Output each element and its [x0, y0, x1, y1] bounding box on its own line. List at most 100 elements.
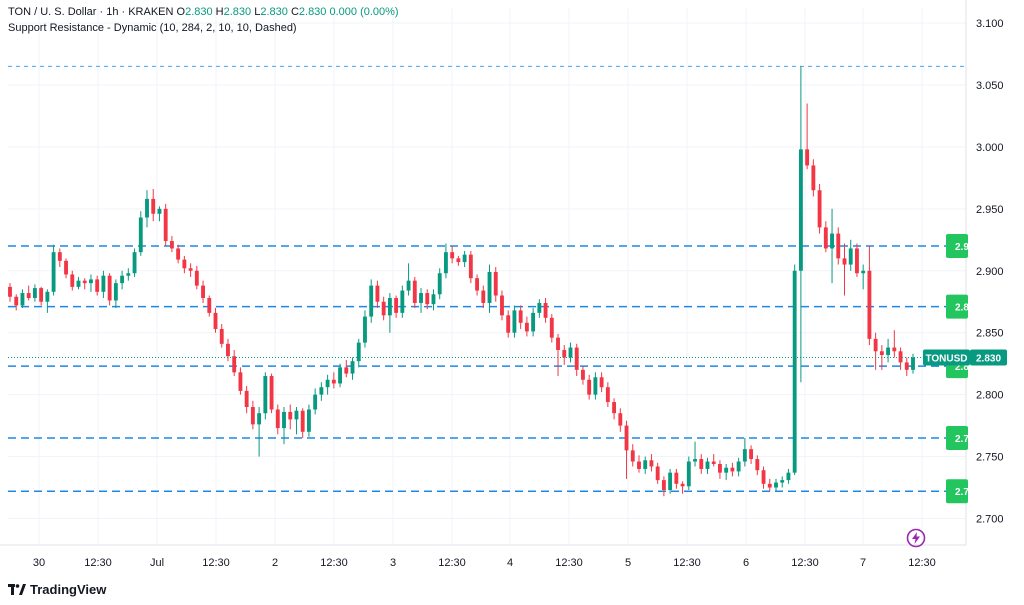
time-axis-tick-label: 12:30 [673, 557, 701, 569]
candle [873, 332, 878, 370]
candle [306, 404, 311, 437]
candle [549, 314, 554, 343]
candle [207, 295, 212, 317]
candle [487, 264, 492, 313]
candle [213, 307, 218, 333]
technical-indicator-icon[interactable] [906, 528, 926, 548]
candle [805, 103, 810, 170]
candle [107, 273, 112, 306]
candle [313, 388, 318, 415]
candle [587, 374, 592, 400]
candle [761, 466, 766, 489]
candle-body [450, 252, 455, 259]
candle-body [500, 295, 504, 316]
candle-body [319, 387, 324, 395]
candle [624, 420, 629, 479]
candle [132, 248, 137, 277]
candle-body [867, 270, 872, 339]
candle [76, 276, 81, 290]
candle-body [363, 316, 367, 343]
candle-body [39, 288, 44, 302]
time-axis-tick-label: 3 [390, 557, 396, 569]
candle-body [462, 254, 467, 263]
candle-body [369, 285, 374, 317]
candle [811, 159, 816, 197]
candle-body [767, 483, 772, 488]
candle [437, 268, 442, 300]
candle [661, 476, 666, 497]
level-badge-label: 2.7 [955, 487, 969, 498]
price-axis-tick-label: 3.000 [976, 142, 1004, 154]
candle-body [736, 461, 741, 472]
indicator-legend[interactable]: Support Resistance - Dynamic (10, 284, 2… [8, 22, 297, 34]
level-badge: 2.7 [946, 425, 969, 450]
candle-body [493, 271, 498, 296]
ohlc-close-value: 2.830 [298, 6, 327, 18]
candle [817, 184, 822, 234]
candle [126, 268, 131, 281]
candle [381, 296, 386, 321]
candle [325, 374, 330, 395]
candle-body [250, 407, 255, 425]
candle-body [412, 280, 417, 303]
candle [20, 289, 25, 308]
candle [724, 463, 729, 481]
candle-body [375, 285, 380, 302]
candle [842, 243, 847, 296]
candle [219, 324, 224, 348]
candle-body [188, 268, 193, 271]
last-price-badge: TONUSD 2.830 [923, 349, 1007, 366]
candle [792, 264, 797, 476]
candle [512, 305, 517, 338]
candle [493, 267, 498, 302]
candle [269, 373, 274, 414]
symbol-badge-bg [923, 349, 970, 366]
candle-body [282, 411, 286, 429]
time-axis: 30 12:30 Jul 12:30 2 12:30 3 12:30 4 12:30 5 12:30 6… [33, 557, 936, 569]
indicator-title[interactable]: Support Resistance - Dynamic (10, 284, 2… [8, 22, 297, 34]
resistance-levels [8, 65, 966, 492]
time-axis-tick-label: 12:30 [320, 557, 348, 569]
price-axis-tick-label: 3.100 [976, 18, 1004, 30]
candle [188, 263, 193, 277]
candle [64, 258, 68, 279]
candle-body [263, 376, 268, 414]
candle [892, 330, 897, 358]
candle-body [356, 342, 361, 362]
candle-body [64, 260, 68, 275]
candle-body [605, 387, 610, 403]
symbol-title[interactable]: TON / U. S. Dollar · 1h · KRAKEN [8, 6, 174, 18]
candle [356, 338, 361, 368]
candle-body [836, 233, 841, 259]
price-axis-tick-label: 2.850 [976, 328, 1004, 340]
candle [718, 460, 722, 479]
candle [8, 283, 12, 302]
candle-body [556, 337, 560, 351]
candle-body [911, 357, 915, 370]
candle [562, 345, 567, 365]
candle-body [705, 461, 710, 469]
candle [194, 265, 199, 290]
candle [911, 353, 915, 374]
candle [169, 236, 174, 253]
candle [612, 398, 617, 420]
candle-body [699, 459, 704, 469]
candle [387, 293, 392, 333]
candle [350, 357, 355, 380]
tradingview-brand[interactable]: TradingView [8, 582, 106, 597]
candle [263, 372, 268, 420]
candle-body [524, 322, 529, 332]
candle-body [381, 301, 386, 316]
candle [767, 478, 772, 492]
time-axis-tick-label: 4 [507, 557, 513, 569]
ohlc-open-label: O [176, 6, 186, 18]
candle-body [101, 275, 106, 292]
candle-body [437, 273, 442, 295]
level-badge-label: 2.8 [955, 362, 969, 373]
level-badge-label: 2.7 [955, 434, 969, 445]
candle-body [668, 472, 673, 491]
candle [655, 462, 660, 484]
candle-body [151, 198, 156, 214]
candle-body [294, 410, 299, 420]
